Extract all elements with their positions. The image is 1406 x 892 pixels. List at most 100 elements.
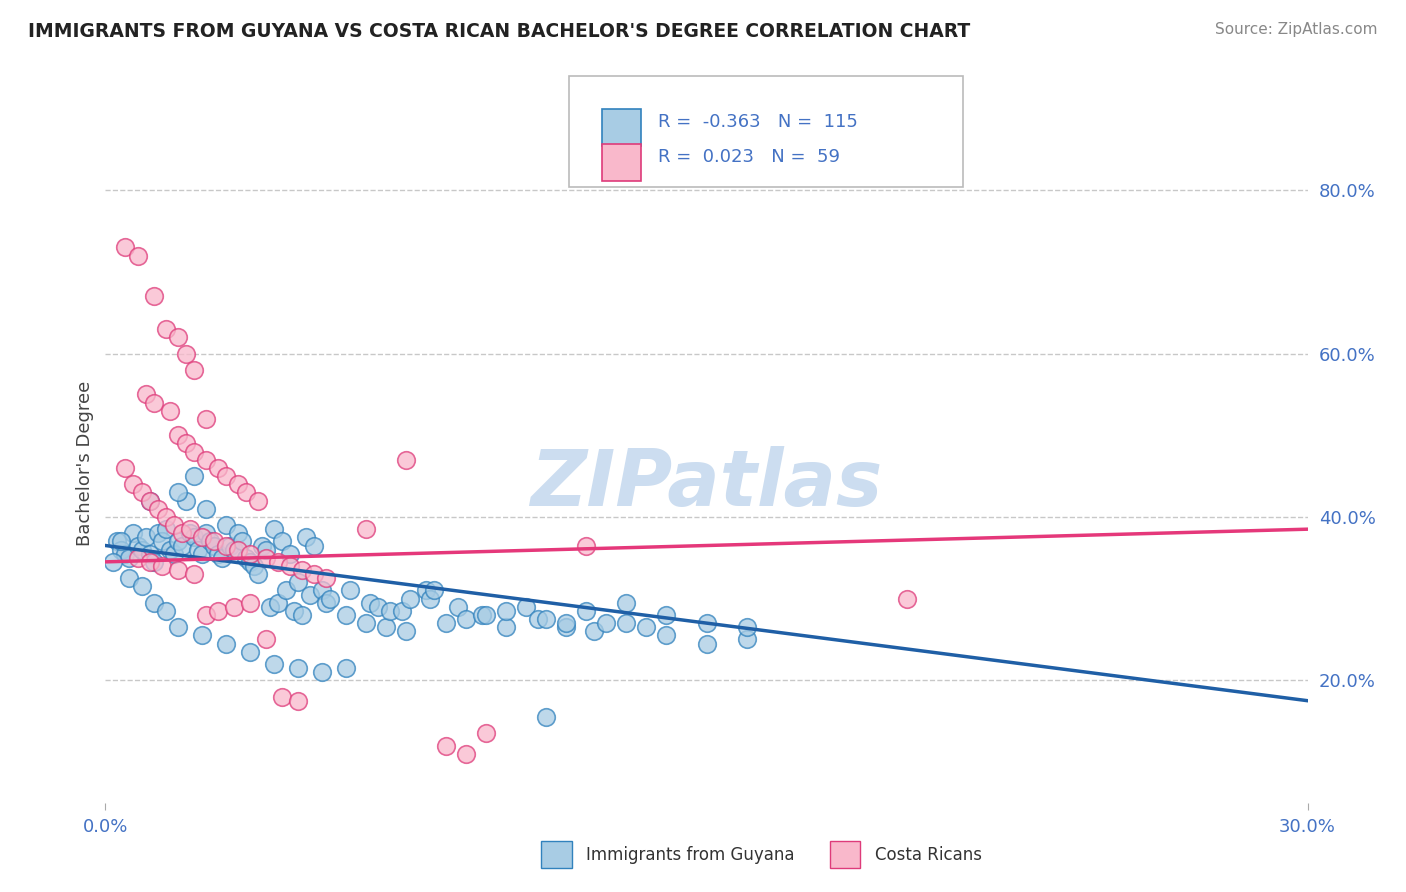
Point: [166, 485, 188, 500]
Point: [315, 571, 337, 585]
Point: [475, 607, 498, 622]
Point: [122, 526, 145, 541]
Point: [135, 387, 157, 401]
Point: [135, 530, 157, 544]
Point: [575, 539, 598, 553]
Point: [583, 624, 606, 639]
Point: [254, 550, 277, 565]
Point: [194, 501, 217, 516]
Point: [242, 558, 264, 573]
Point: [419, 591, 441, 606]
Point: [190, 530, 212, 544]
Point: [166, 534, 188, 549]
Point: [211, 550, 233, 565]
Point: [423, 583, 446, 598]
Point: [434, 739, 457, 753]
Point: [194, 607, 217, 622]
Point: [155, 510, 177, 524]
Point: [655, 607, 678, 622]
Point: [354, 522, 377, 536]
Point: [183, 363, 205, 377]
Point: [246, 493, 269, 508]
Point: [335, 607, 357, 622]
Point: [207, 547, 229, 561]
Point: [190, 547, 212, 561]
Point: [138, 493, 160, 508]
Point: [298, 588, 321, 602]
Point: [263, 522, 285, 536]
Point: [616, 616, 638, 631]
Point: [179, 526, 201, 541]
Point: [471, 607, 494, 622]
Point: [283, 604, 305, 618]
Point: [107, 534, 129, 549]
Point: [138, 555, 160, 569]
Point: [166, 563, 188, 577]
Point: [270, 690, 292, 704]
Point: [222, 542, 245, 557]
Point: [311, 665, 333, 679]
Point: [131, 579, 153, 593]
Point: [311, 583, 333, 598]
Point: [214, 518, 236, 533]
Point: [166, 330, 188, 344]
Point: [155, 522, 177, 536]
Point: [218, 539, 240, 553]
Point: [118, 550, 141, 565]
Point: [170, 539, 193, 553]
Point: [142, 596, 165, 610]
Point: [142, 289, 165, 303]
Point: [166, 428, 188, 442]
Point: [183, 530, 205, 544]
Point: [150, 558, 173, 573]
Point: [454, 747, 477, 761]
Point: [179, 522, 201, 536]
Point: [391, 604, 413, 618]
Point: [159, 403, 181, 417]
Point: [114, 547, 136, 561]
Point: [162, 518, 184, 533]
Point: [367, 599, 389, 614]
Text: R =  -0.363   N =  115: R = -0.363 N = 115: [658, 113, 858, 131]
Text: Immigrants from Guyana: Immigrants from Guyana: [586, 846, 794, 863]
Point: [534, 710, 557, 724]
Point: [114, 240, 136, 254]
Point: [254, 632, 277, 647]
Point: [395, 452, 418, 467]
Point: [110, 542, 132, 557]
Point: [127, 550, 149, 565]
Point: [235, 550, 257, 565]
Point: [359, 596, 381, 610]
Point: [274, 583, 297, 598]
Point: [475, 726, 498, 740]
Point: [287, 575, 309, 590]
Point: [214, 636, 236, 650]
Point: [162, 547, 184, 561]
Point: [194, 412, 217, 426]
Point: [295, 530, 318, 544]
Point: [291, 607, 314, 622]
Point: [146, 526, 169, 541]
Point: [166, 620, 188, 634]
Point: [239, 596, 262, 610]
Point: [534, 612, 557, 626]
Point: [146, 501, 169, 516]
Point: [214, 539, 236, 553]
Point: [735, 632, 758, 647]
Point: [222, 599, 245, 614]
Point: [114, 461, 136, 475]
Point: [263, 657, 285, 671]
Point: [127, 249, 149, 263]
Point: [595, 616, 617, 631]
Point: [207, 604, 229, 618]
Point: [246, 567, 269, 582]
Point: [155, 604, 177, 618]
Point: [122, 477, 145, 491]
Point: [131, 542, 153, 557]
Point: [239, 645, 262, 659]
Point: [339, 583, 361, 598]
Point: [374, 620, 398, 634]
Point: [395, 624, 418, 639]
Point: [226, 542, 249, 557]
Point: [214, 469, 236, 483]
